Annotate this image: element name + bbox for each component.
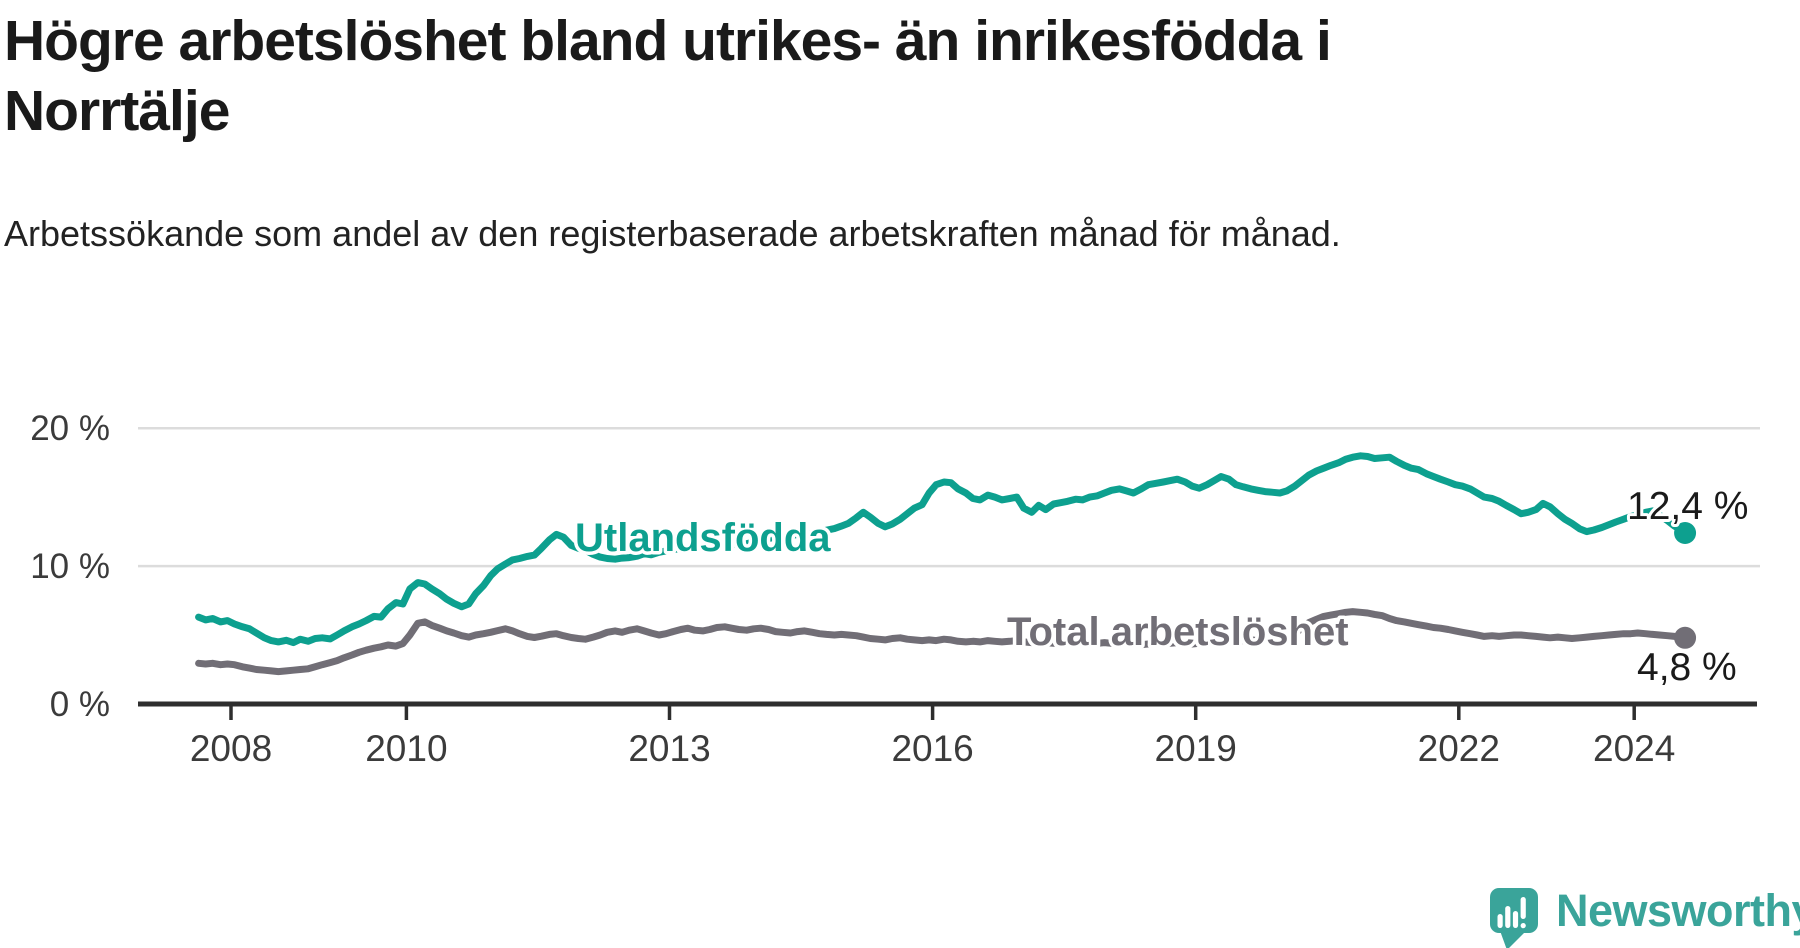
- series-label-total-arbetsl-shet: Total arbetslöshet: [1007, 610, 1349, 654]
- series-end-dot-total-arbetsl-shet: [1674, 626, 1697, 649]
- page-title: Högre arbetslöshet bland utrikes- än inr…: [4, 6, 1784, 146]
- x-axis-label-2013: 2013: [628, 728, 710, 769]
- page-title-line-2: Norrtälje: [4, 79, 230, 143]
- y-axis-label-20: 20 %: [30, 409, 110, 448]
- logo-exclamation-dot: [1520, 923, 1526, 929]
- logo-text: Newsworthy: [1556, 885, 1800, 936]
- logo-bubble-tail: [1499, 928, 1529, 948]
- x-axis-label-2019: 2019: [1155, 728, 1237, 769]
- x-axis-label-2008: 2008: [190, 728, 272, 769]
- series-line-total-arbetsl-shet: [195, 608, 1689, 676]
- newsworthy-logo-icon: [1490, 888, 1538, 948]
- series-label-utlandsf-dda: Utlandsfödda: [575, 516, 831, 560]
- y-axis-label-0: 0 %: [50, 685, 110, 724]
- x-axis-label-2016: 2016: [891, 728, 973, 769]
- x-axis-label-2024: 2024: [1593, 728, 1675, 769]
- logo-bar-chart-bars: [1497, 897, 1526, 929]
- y-axis-label-10: 10 %: [30, 547, 110, 586]
- x-axis-label-2010: 2010: [365, 728, 447, 769]
- logo-exclamation-bar: [1520, 897, 1526, 919]
- page-subtitle: Arbetssökande som andel av den registerb…: [4, 213, 1341, 254]
- end-value-label-total-arbetsl-shet: 4,8 %: [1637, 646, 1737, 689]
- series-line-utlandsf-dda: [195, 452, 1689, 647]
- x-axis-label-2022: 2022: [1418, 728, 1500, 769]
- end-value-label-utlandsf-dda: 12,4 %: [1627, 485, 1748, 528]
- series-end-dot-utlandsf-dda: [1674, 522, 1697, 545]
- page-title-line-1: Högre arbetslöshet bland utrikes- än inr…: [4, 9, 1332, 73]
